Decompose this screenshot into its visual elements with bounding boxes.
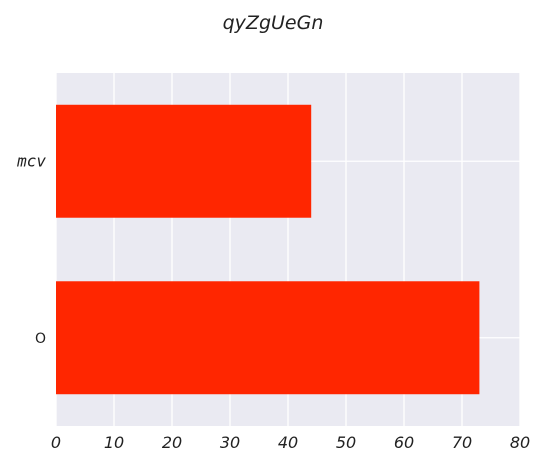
y-axis-ticks: mcv O — [16, 151, 46, 347]
y-tick-label: mcv — [16, 151, 46, 170]
bars — [56, 104, 480, 395]
x-tick-label: 0 — [51, 433, 61, 452]
bar-O — [56, 281, 480, 395]
x-tick-label: 70 — [452, 433, 472, 452]
x-tick-label: 80 — [510, 433, 530, 452]
x-tick-label: 40 — [278, 433, 298, 452]
bar-mcv — [56, 104, 312, 218]
x-tick-label: 50 — [336, 433, 356, 452]
x-tick-label: 30 — [220, 433, 240, 452]
x-axis-ticks: 0 10 20 30 40 50 60 70 80 — [51, 433, 530, 452]
x-tick-label: 60 — [394, 433, 414, 452]
x-tick-label: 10 — [104, 433, 124, 452]
y-tick-label: O — [35, 331, 46, 347]
chart-title: qyZgUeGn — [222, 12, 324, 34]
x-tick-label: 20 — [162, 433, 182, 452]
